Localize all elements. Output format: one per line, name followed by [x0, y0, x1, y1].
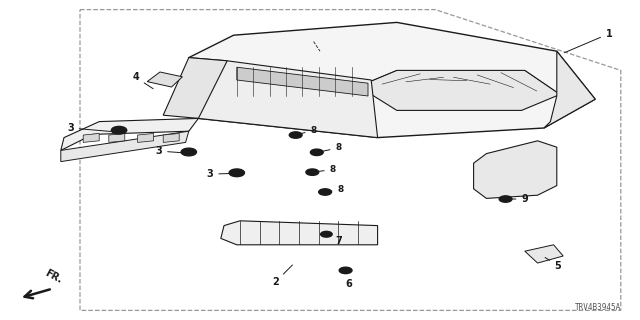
- Text: FR.: FR.: [44, 268, 64, 285]
- Circle shape: [499, 196, 512, 202]
- Circle shape: [289, 132, 302, 138]
- Circle shape: [310, 149, 323, 156]
- Polygon shape: [358, 70, 560, 110]
- Polygon shape: [544, 51, 595, 128]
- Circle shape: [111, 126, 127, 134]
- Polygon shape: [525, 245, 563, 263]
- Polygon shape: [83, 133, 99, 142]
- Polygon shape: [237, 67, 368, 96]
- Text: 7: 7: [330, 235, 342, 246]
- Text: 3: 3: [67, 123, 113, 133]
- Text: 9: 9: [509, 194, 528, 204]
- Circle shape: [181, 148, 196, 156]
- Text: 4: 4: [132, 72, 153, 89]
- Polygon shape: [61, 131, 189, 162]
- Polygon shape: [147, 72, 182, 87]
- Text: 8: 8: [320, 143, 342, 152]
- Polygon shape: [61, 118, 198, 150]
- Text: 6: 6: [346, 273, 352, 289]
- Polygon shape: [163, 133, 179, 142]
- Text: 8: 8: [315, 165, 336, 174]
- Text: 3: 3: [156, 146, 183, 156]
- Text: 3: 3: [207, 169, 231, 179]
- Circle shape: [339, 267, 352, 274]
- Circle shape: [306, 169, 319, 175]
- Text: 5: 5: [545, 258, 561, 271]
- Text: 2: 2: [272, 265, 292, 287]
- Text: 1: 1: [564, 28, 612, 53]
- Text: TRV4B3945A: TRV4B3945A: [575, 303, 621, 312]
- Circle shape: [321, 231, 332, 237]
- Polygon shape: [221, 221, 378, 245]
- Circle shape: [229, 169, 244, 177]
- Text: 8: 8: [329, 185, 344, 194]
- Text: 8: 8: [298, 126, 317, 135]
- Polygon shape: [474, 141, 557, 198]
- Polygon shape: [138, 133, 154, 142]
- Polygon shape: [109, 133, 125, 142]
- Polygon shape: [189, 22, 595, 138]
- Polygon shape: [189, 58, 378, 138]
- Circle shape: [319, 189, 332, 195]
- Polygon shape: [163, 58, 227, 118]
